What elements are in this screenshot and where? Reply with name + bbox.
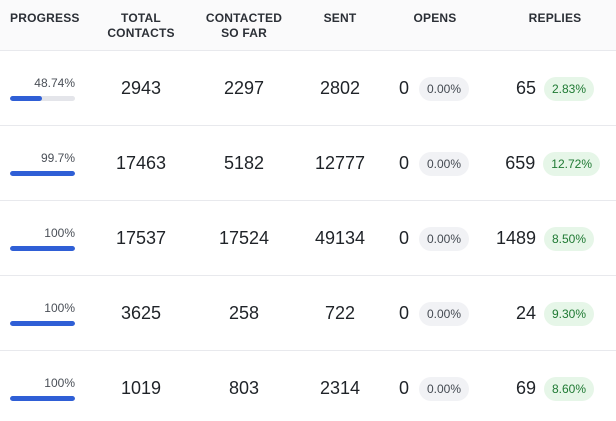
sent-value: 49134 <box>314 228 366 248</box>
opens-count: 0 <box>398 153 409 173</box>
replies-rate-badge: 8.60% <box>544 376 595 401</box>
header-sent-label: SENT <box>323 11 357 25</box>
header-progress-label: PROGRESS <box>10 11 80 25</box>
contacted-so-far-value: 2297 <box>223 78 265 98</box>
progress-cell: 99.7% <box>10 126 76 201</box>
progress-bar-track <box>10 171 75 176</box>
progress-bar-track <box>10 246 75 251</box>
progress-bar-fill <box>10 321 75 326</box>
progress-cell: 100% <box>10 201 76 276</box>
sent-value: 12777 <box>314 153 366 173</box>
opens-count: 0 <box>398 78 409 98</box>
progress-bar-fill <box>10 246 75 251</box>
header-contacted-line2: SO FAR <box>221 25 267 40</box>
opens-count: 0 <box>398 228 409 248</box>
header-total-contacts[interactable]: TOTAL CONTACTS <box>98 0 184 51</box>
opens-cell: 0 0.00% <box>392 276 482 351</box>
table-row[interactable]: 99.7% 17463 5182 12777 0 0.00% 659 12.72… <box>0 126 616 201</box>
header-total-line2: CONTACTS <box>107 25 175 40</box>
replies-rate-badge: 2.83% <box>544 76 595 101</box>
header-total-line1: TOTAL <box>121 10 161 25</box>
replies-rate-badge: 8.50% <box>544 226 595 251</box>
contacted-so-far-value: 17524 <box>218 228 270 248</box>
replies-cell: 659 12.72% <box>490 126 600 201</box>
contacted-so-far-value: 803 <box>228 378 260 398</box>
replies-count: 1489 <box>495 228 536 248</box>
opens-rate-badge: 0.00% <box>419 151 470 176</box>
progress-cell: 100% <box>10 351 76 421</box>
replies-count: 65 <box>515 78 536 98</box>
replies-count: 659 <box>505 153 536 173</box>
progress-percent: 99.7% <box>40 151 75 165</box>
progress-percent: 100% <box>44 226 75 240</box>
progress-bar-track <box>10 396 75 401</box>
header-replies[interactable]: REPLIES <box>515 0 595 44</box>
progress-bar-fill <box>10 171 75 176</box>
progress-bar-track <box>10 321 75 326</box>
opens-rate-badge: 0.00% <box>419 76 470 101</box>
progress-bar-fill <box>10 96 42 101</box>
contacted-so-far-value: 5182 <box>223 153 265 173</box>
header-contacted-line1: CONTACTED <box>205 10 283 25</box>
progress-cell: 48.74% <box>10 51 76 126</box>
progress-percent: 100% <box>44 301 75 315</box>
contacted-so-far-value: 258 <box>228 303 260 323</box>
opens-count: 0 <box>398 303 409 323</box>
header-contacted-so-far[interactable]: CONTACTED SO FAR <box>196 0 292 51</box>
opens-cell: 0 0.00% <box>392 126 482 201</box>
total-contacts-value: 17537 <box>115 228 167 248</box>
opens-rate-badge: 0.00% <box>419 226 470 251</box>
progress-cell: 100% <box>10 276 76 351</box>
progress-bar-fill <box>10 396 75 401</box>
header-total-contacts-label: TOTAL CONTACTS <box>107 11 174 41</box>
replies-cell: 1489 8.50% <box>490 201 600 276</box>
total-contacts-value: 17463 <box>115 153 167 173</box>
replies-rate-badge: 9.30% <box>544 301 595 326</box>
progress-percent: 48.74% <box>34 76 75 90</box>
replies-rate-badge: 12.72% <box>543 151 600 176</box>
header-opens[interactable]: OPENS <box>395 0 475 44</box>
replies-count: 69 <box>515 378 536 398</box>
opens-count: 0 <box>398 378 409 398</box>
table-row[interactable]: 100% 17537 17524 49134 0 0.00% 1489 8.50… <box>0 201 616 276</box>
sent-value: 2802 <box>319 78 361 98</box>
header-progress[interactable]: PROGRESS <box>0 0 88 44</box>
opens-cell: 0 0.00% <box>392 201 482 276</box>
table-row[interactable]: 48.74% 2943 2297 2802 0 0.00% 65 2.83% <box>0 51 616 126</box>
replies-cell: 24 9.30% <box>490 276 600 351</box>
header-sent[interactable]: SENT <box>300 0 380 44</box>
sent-value: 722 <box>324 303 356 323</box>
total-contacts-value: 2943 <box>120 78 162 98</box>
table-header: PROGRESS TOTAL CONTACTS CONTACTED SO FAR S… <box>0 0 616 51</box>
total-contacts-value: 3625 <box>120 303 162 323</box>
header-replies-label: REPLIES <box>528 11 582 25</box>
header-opens-label: OPENS <box>413 11 457 25</box>
total-contacts-value: 1019 <box>120 378 162 398</box>
progress-percent: 100% <box>44 376 75 390</box>
table-row[interactable]: 100% 3625 258 722 0 0.00% 24 9.30% <box>0 276 616 351</box>
opens-rate-badge: 0.00% <box>419 376 470 401</box>
opens-cell: 0 0.00% <box>392 351 482 421</box>
replies-cell: 65 2.83% <box>490 51 600 126</box>
opens-rate-badge: 0.00% <box>419 301 470 326</box>
progress-bar-track <box>10 96 75 101</box>
table-row[interactable]: 100% 1019 803 2314 0 0.00% 69 8.60% <box>0 351 616 421</box>
replies-cell: 69 8.60% <box>490 351 600 421</box>
header-contacted-label: CONTACTED SO FAR <box>206 11 282 41</box>
replies-count: 24 <box>515 303 536 323</box>
sent-value: 2314 <box>319 378 361 398</box>
opens-cell: 0 0.00% <box>392 51 482 126</box>
